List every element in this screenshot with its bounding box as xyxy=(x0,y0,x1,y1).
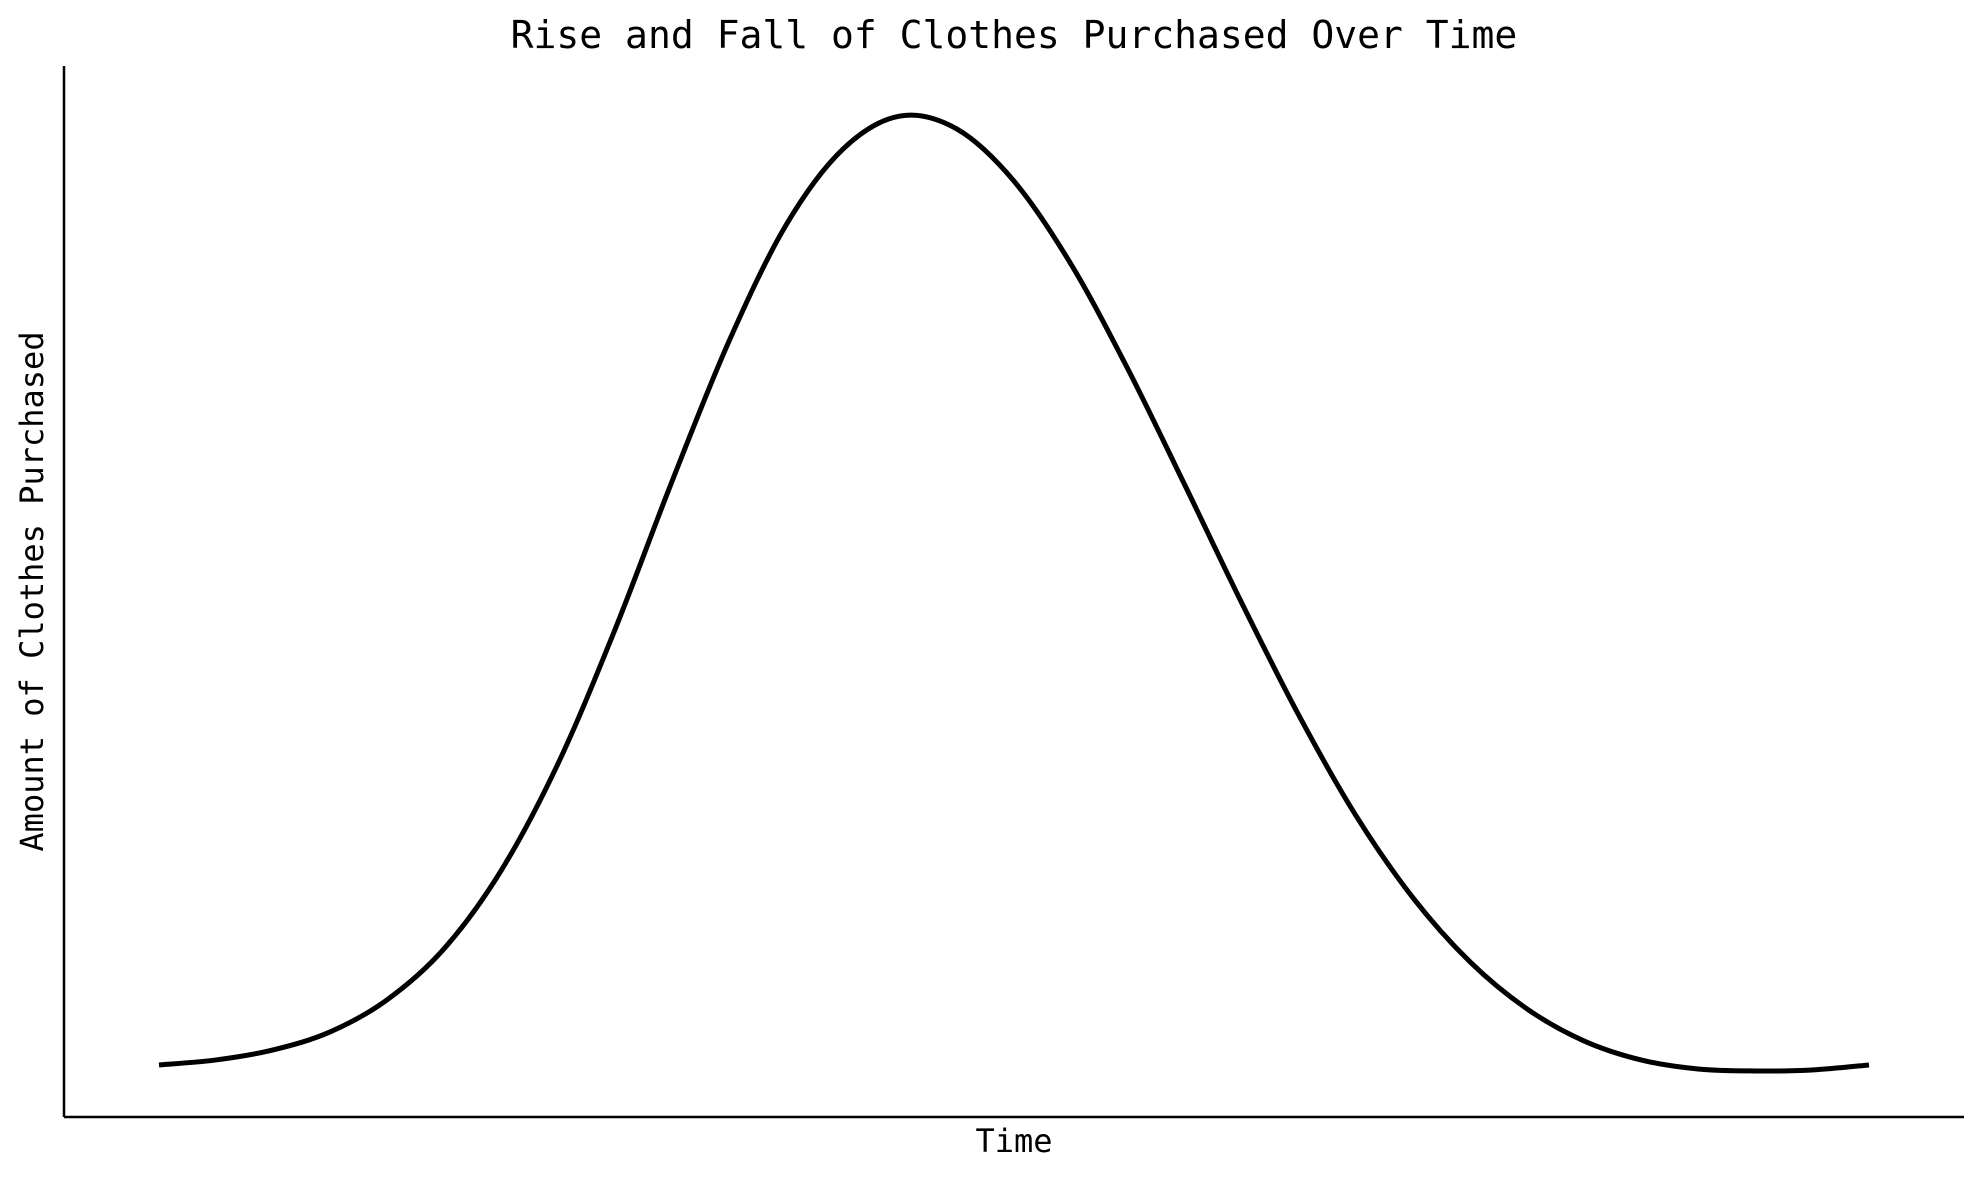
x-axis-label: Time xyxy=(975,1122,1052,1160)
series-line xyxy=(158,112,1870,1074)
chart-title: Rise and Fall of Clothes Purchased Over … xyxy=(511,13,1518,57)
y-axis-label: Amount of Clothes Purchased xyxy=(13,331,51,851)
